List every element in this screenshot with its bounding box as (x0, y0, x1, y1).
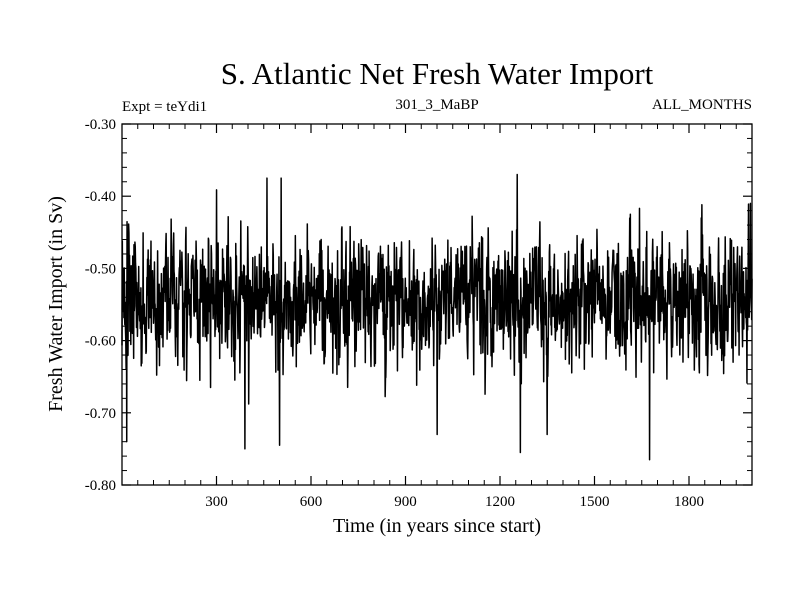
series-line (121, 173, 753, 461)
x-tick-label: 900 (394, 494, 417, 510)
chart-title: S. Atlantic Net Fresh Water Import (221, 56, 654, 91)
y-tick-label: -0.50 (85, 261, 116, 277)
y-tick-label: -0.70 (85, 406, 116, 422)
y-tick-label: -0.60 (85, 334, 116, 350)
x-tick-label: 1200 (485, 494, 515, 510)
y-tick-label: -0.30 (85, 117, 116, 133)
y-tick-label: -0.40 (85, 189, 116, 205)
x-tick-label: 1800 (674, 494, 704, 510)
months-label: ALL_MONTHS (652, 97, 752, 113)
x-tick-label: 300 (205, 494, 228, 510)
x-tick-label: 600 (300, 494, 323, 510)
experiment-label: Expt = teYdi1 (122, 99, 207, 115)
x-axis-ticks: 300 600 900 1200 1500 1800 (137, 124, 737, 510)
y-axis-ticks: -0.30 -0.40 -0.50 -0.60 -0.70 -0.80 (85, 117, 752, 494)
x-tick-label: 1500 (580, 494, 610, 510)
y-axis-label: Fresh Water Import (in Sv) (45, 196, 67, 412)
y-tick-label: -0.80 (85, 478, 116, 494)
x-axis-label: Time (in years since start) (333, 515, 541, 537)
plot-frame (121, 123, 753, 486)
run-label: 301_3_MaBP (395, 97, 478, 113)
